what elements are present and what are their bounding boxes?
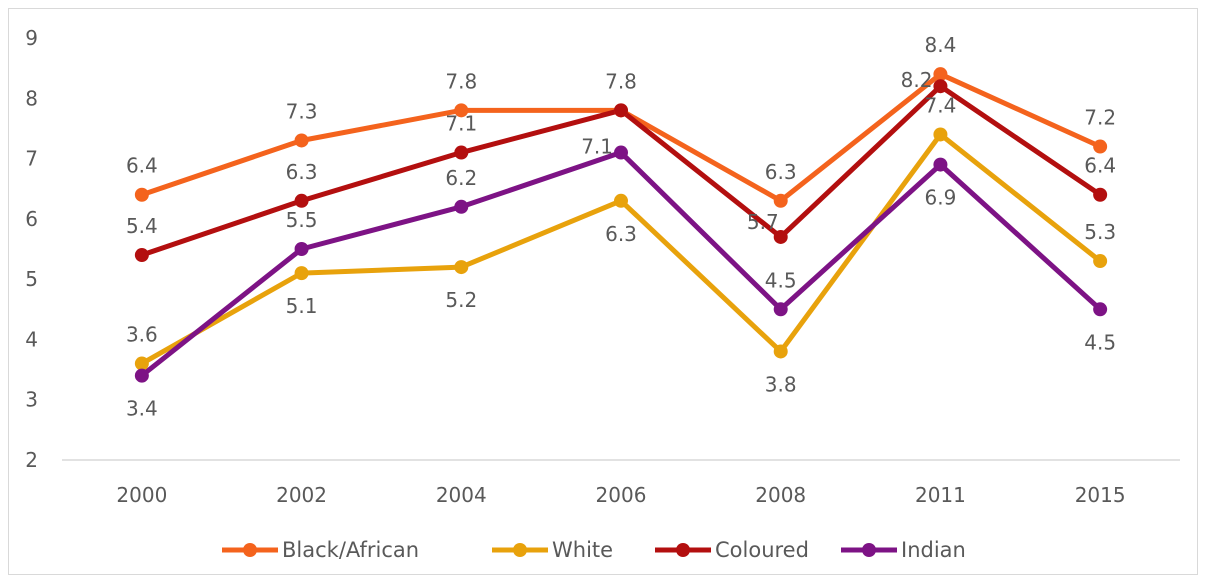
legend-item: Black/African: [222, 538, 419, 562]
data-point: [614, 193, 628, 208]
legend-swatch-marker: [513, 543, 527, 557]
series-points: [134, 67, 1108, 383]
y-tick-label: 6: [25, 207, 38, 231]
data-label: 4.5: [1084, 330, 1116, 354]
legend-swatch-marker: [676, 543, 690, 557]
data-label: 7.1: [581, 135, 613, 159]
data-point: [614, 103, 628, 118]
data-label: 7.3: [286, 99, 318, 123]
x-tick-label: 2004: [436, 483, 487, 507]
data-point: [454, 145, 469, 160]
data-label: 5.3: [1084, 220, 1116, 244]
x-tick-label: 2011: [915, 483, 966, 507]
data-point: [933, 67, 948, 82]
series-line-indian: [139, 150, 1103, 379]
data-label: 7.8: [605, 69, 637, 93]
data-label: 6.2: [445, 166, 477, 190]
y-tick-label: 4: [25, 327, 38, 351]
data-label: 7.8: [445, 69, 477, 93]
data-label: 5.7: [747, 210, 779, 234]
x-tick-label: 2008: [755, 483, 806, 507]
data-point: [134, 187, 149, 202]
axes: 2 3 4 5 6 7 8 9 2000 2002 2004 2006 2008 2011 2015: [25, 26, 1180, 507]
data-label: 4.5: [765, 268, 797, 292]
data-label: 6.3: [286, 160, 318, 184]
legend-label: Coloured: [715, 538, 809, 562]
legend: Black/African White Coloured Indian: [222, 538, 966, 562]
data-label: 7.2: [1084, 106, 1116, 130]
data-point: [773, 229, 788, 244]
data-point: [294, 242, 309, 256]
legend-label: Black/African: [282, 538, 419, 562]
data-point: [614, 145, 628, 160]
data-point: [134, 248, 149, 263]
data-point: [134, 368, 149, 383]
x-tick-label: 2000: [116, 483, 167, 507]
data-point: [773, 302, 788, 317]
data-point: [1093, 302, 1108, 317]
y-tick-label: 3: [25, 388, 38, 412]
x-tick-label: 2002: [276, 483, 327, 507]
legend-item: White: [492, 538, 613, 562]
data-label: 6.3: [605, 222, 637, 246]
data-label: 5.4: [126, 214, 158, 238]
x-tick-label: 2006: [596, 483, 647, 507]
legend-label: White: [552, 538, 613, 562]
data-label: 7.4: [925, 93, 957, 117]
data-point: [294, 133, 309, 148]
legend-swatch-marker: [862, 543, 876, 557]
legend-item: Coloured: [655, 538, 809, 562]
y-tick-label: 2: [25, 448, 38, 472]
legend-label: Indian: [901, 538, 966, 562]
data-label: 6.4: [126, 154, 158, 178]
legend-item: Indian: [841, 538, 966, 562]
y-tick-label: 7: [25, 147, 38, 171]
data-label: 6.4: [1084, 154, 1116, 178]
x-tick-label: 2015: [1075, 483, 1126, 507]
data-label: 5.2: [445, 288, 477, 312]
data-label: 8.2: [901, 68, 933, 92]
data-label: 7.1: [445, 112, 477, 136]
data-label: 5.1: [286, 294, 318, 318]
data-label: 3.8: [765, 372, 797, 396]
data-label: 6.3: [765, 160, 797, 184]
data-label: 5.5: [286, 208, 318, 232]
data-point: [294, 193, 309, 208]
data-point: [454, 103, 469, 118]
y-tick-label: 9: [25, 26, 38, 50]
y-tick-label: 8: [25, 86, 38, 110]
data-label: 3.6: [126, 323, 158, 347]
data-point: [1093, 139, 1108, 154]
y-tick-label: 5: [25, 267, 38, 291]
data-point: [933, 127, 948, 142]
data-label: 3.4: [126, 397, 158, 421]
data-point: [294, 266, 309, 281]
data-point: [933, 157, 948, 172]
data-point: [134, 356, 149, 371]
data-label: 8.4: [925, 33, 957, 57]
data-point: [1093, 187, 1108, 202]
data-labels: 6.4 7.3 7.8 7.8 6.3 8.4 7.2 3.6 5.1 5.2 6.3 3.8 7.4 5…: [126, 33, 1116, 420]
data-point: [773, 193, 788, 208]
data-point: [454, 260, 469, 275]
data-label: 6.9: [925, 186, 957, 210]
data-point: [933, 79, 948, 94]
data-point: [454, 199, 469, 214]
data-point: [1093, 254, 1108, 269]
data-point: [773, 344, 788, 359]
legend-swatch-marker: [243, 543, 257, 557]
